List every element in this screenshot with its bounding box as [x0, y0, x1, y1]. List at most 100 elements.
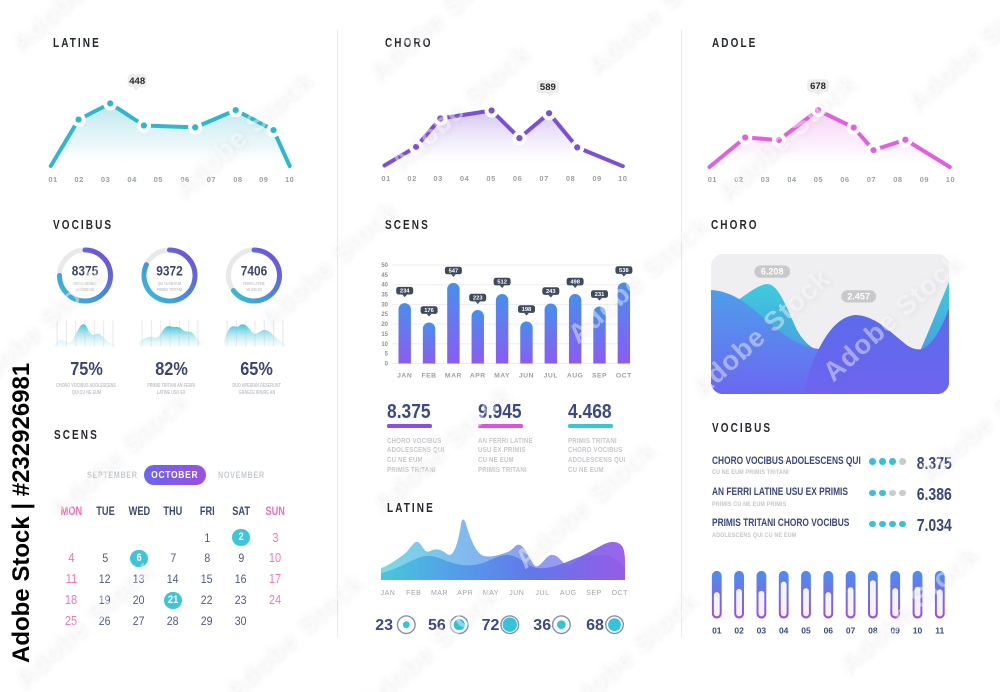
svg-text:08: 08: [233, 175, 242, 184]
svg-text:06: 06: [180, 175, 189, 184]
svg-text:45: 45: [381, 273, 388, 279]
svg-text:25: 25: [381, 312, 388, 318]
svg-text:03: 03: [433, 174, 442, 183]
svg-text:35: 35: [381, 293, 388, 299]
svg-text:AUG: AUG: [560, 590, 577, 597]
svg-text:498: 498: [570, 279, 580, 285]
svg-text:07: 07: [846, 626, 856, 636]
svg-text:7406: 7406: [241, 263, 267, 279]
svg-text:01: 01: [712, 626, 722, 636]
svg-text:ADOLESCENS: ADOLESCENS: [76, 287, 94, 293]
svg-text:56: 56: [428, 617, 446, 634]
svg-text:15: 15: [381, 332, 388, 338]
svg-text:243: 243: [546, 289, 556, 295]
svg-text:01: 01: [708, 175, 717, 184]
svg-text:231: 231: [595, 292, 605, 298]
svg-text:10: 10: [946, 175, 955, 184]
svg-text:20: 20: [381, 322, 388, 328]
svg-text:02: 02: [74, 175, 83, 184]
svg-text:04: 04: [127, 175, 137, 184]
svg-text:09: 09: [920, 175, 929, 184]
svg-text:MAY: MAY: [494, 373, 510, 380]
svg-text:04: 04: [787, 175, 797, 184]
svg-text:FERRI LATINE: FERRI LATINE: [243, 281, 265, 287]
svg-text:448: 448: [129, 76, 145, 87]
svg-text:9372: 9372: [156, 263, 182, 279]
svg-text:FEB: FEB: [406, 590, 421, 597]
svg-text:198: 198: [522, 307, 532, 313]
svg-text:08: 08: [566, 174, 575, 183]
svg-text:10: 10: [913, 626, 923, 636]
svg-text:0: 0: [385, 362, 389, 368]
svg-text:CHORO VOCIBUS: CHORO VOCIBUS: [73, 281, 97, 287]
svg-text:512: 512: [497, 279, 507, 285]
svg-text:11: 11: [935, 626, 944, 636]
svg-text:10: 10: [381, 342, 388, 348]
svg-text:05: 05: [486, 174, 495, 183]
svg-text:OCT: OCT: [612, 590, 629, 597]
svg-text:6.208: 6.208: [761, 267, 784, 277]
svg-text:03: 03: [757, 626, 767, 636]
svg-text:06: 06: [840, 175, 849, 184]
svg-text:MAY: MAY: [483, 590, 499, 597]
svg-text:68: 68: [586, 617, 604, 634]
svg-text:23: 23: [375, 617, 393, 634]
svg-text:06: 06: [513, 174, 522, 183]
svg-text:05: 05: [801, 626, 811, 636]
svg-text:05: 05: [154, 175, 163, 184]
svg-text:02: 02: [734, 626, 744, 636]
svg-text:01: 01: [48, 175, 57, 184]
svg-text:10: 10: [618, 174, 627, 183]
svg-text:03: 03: [761, 175, 770, 184]
svg-text:01: 01: [381, 174, 390, 183]
svg-text:QUI CU NE EUM: QUI CU NE EUM: [158, 281, 181, 287]
svg-text:10: 10: [285, 175, 294, 184]
svg-text:03: 03: [101, 175, 110, 184]
svg-text:08: 08: [893, 175, 902, 184]
svg-text:09: 09: [259, 175, 268, 184]
svg-text:36: 36: [533, 617, 551, 634]
svg-text:JUN: JUN: [519, 373, 534, 380]
svg-text:223: 223: [473, 295, 483, 301]
svg-text:OCT: OCT: [616, 373, 632, 380]
svg-text:APR: APR: [457, 590, 473, 597]
svg-text:SEP: SEP: [592, 373, 607, 380]
svg-text:04: 04: [460, 174, 470, 183]
svg-text:08: 08: [868, 626, 878, 636]
svg-text:2.457: 2.457: [847, 292, 870, 302]
svg-text:40: 40: [381, 283, 388, 289]
svg-text:07: 07: [539, 174, 548, 183]
svg-text:AN USU EX: AN USU EX: [246, 287, 263, 293]
svg-text:678: 678: [810, 81, 826, 92]
svg-text:APR: APR: [470, 373, 486, 380]
svg-text:8375: 8375: [72, 263, 98, 279]
svg-text:07: 07: [207, 175, 216, 184]
svg-text:FEB: FEB: [421, 373, 436, 380]
svg-text:72: 72: [482, 617, 500, 634]
svg-text:09: 09: [890, 626, 900, 636]
svg-text:547: 547: [449, 268, 459, 274]
svg-text:PRIMIS TRITANI: PRIMIS TRITANI: [157, 287, 183, 293]
svg-text:MAR: MAR: [431, 590, 448, 597]
svg-text:09: 09: [592, 174, 601, 183]
svg-text:JUL: JUL: [544, 373, 558, 380]
svg-text:SEP: SEP: [586, 590, 602, 597]
svg-text:538: 538: [619, 268, 629, 274]
svg-text:JUL: JUL: [536, 590, 550, 597]
svg-text:06: 06: [824, 626, 834, 636]
svg-text:02: 02: [734, 175, 743, 184]
svg-text:AUG: AUG: [567, 373, 584, 380]
svg-text:JAN: JAN: [381, 590, 396, 597]
svg-text:07: 07: [867, 175, 876, 184]
svg-text:176: 176: [424, 308, 434, 314]
svg-text:50: 50: [381, 263, 388, 269]
svg-text:30: 30: [381, 302, 388, 308]
svg-text:589: 589: [540, 82, 556, 93]
svg-text:JUN: JUN: [509, 590, 524, 597]
svg-text:04: 04: [779, 626, 789, 636]
svg-text:JAN: JAN: [397, 373, 412, 380]
svg-text:05: 05: [814, 175, 823, 184]
svg-text:234: 234: [400, 289, 410, 295]
svg-text:5: 5: [385, 352, 389, 358]
svg-text:MAR: MAR: [445, 373, 462, 380]
